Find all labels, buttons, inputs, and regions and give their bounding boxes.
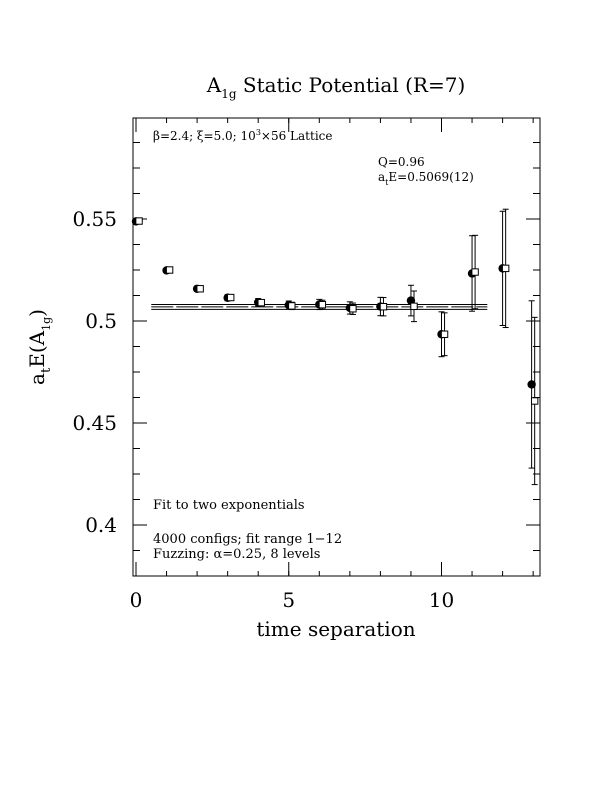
data-point-square [349, 305, 357, 313]
y-tick-labels: 0.4 0.45 0.5 0.55 [72, 207, 117, 537]
x-tick-label: 0 [130, 588, 143, 612]
x-tick-label: 5 [282, 588, 295, 612]
annotation-energy-rest: E=0.5069(12) [388, 170, 473, 184]
data-point-square [440, 330, 449, 338]
y-tick-label: 0.4 [85, 513, 117, 537]
y-tick-label: 0.45 [72, 411, 117, 435]
x-tick-labels: 0 5 10 [130, 588, 455, 612]
data-point-square [501, 264, 510, 273]
y-axis-label-mid-sub: 1g [40, 317, 53, 331]
data-point-square [165, 266, 174, 274]
x-axis-label: time separation [256, 617, 415, 641]
chart-title-sub: 1g [221, 87, 237, 101]
annotation-lattice-suffix: ×56 Lattice [261, 129, 333, 143]
annotation-energy: atE=0.5069(12) [378, 170, 474, 187]
y-tick-label: 0.55 [72, 207, 117, 231]
chart-title-rest: Static Potential (R=7) [237, 73, 466, 97]
data-point-square [196, 285, 204, 293]
data-point-square [471, 268, 479, 276]
y-axis-label-base-sub: t [39, 367, 54, 373]
data-point-circle [527, 380, 536, 389]
annotation-q: Q=0.96 [378, 155, 425, 169]
annotation-lattice-sup: 3 [256, 128, 261, 137]
annotation-energy-sub: t [385, 178, 389, 187]
data-point-square [227, 293, 235, 302]
chart-title-main: A [206, 73, 222, 97]
annotation-lattice: β=2.4; ξ=5.0; 103×56 Lattice [153, 128, 332, 143]
y-axis-label-base: a [25, 373, 49, 385]
annotation-energy-base: a [378, 170, 385, 184]
y-tick-label: 0.5 [85, 309, 117, 333]
y-axis-label-end: ) [25, 309, 49, 317]
x-tick-label: 10 [429, 588, 454, 612]
data-point-square [288, 302, 296, 310]
annotation-fit: Fit to two exponentials [153, 498, 305, 513]
data-point-square [530, 397, 539, 405]
annotation-lattice-prefix: β=2.4; ξ=5.0; 10 [153, 129, 256, 143]
data-point-square [318, 300, 327, 309]
chart-title: A1g Static Potential (R=7) [206, 73, 466, 101]
y-axis-label-mid: E(A [25, 330, 49, 367]
data-point-square [135, 217, 143, 225]
annotation-fuzzing: Fuzzing: α=0.25, 8 levels [153, 547, 320, 562]
major-ticks [133, 118, 540, 576]
annotation-configs: 4000 configs; fit range 1−12 [153, 532, 342, 547]
y-axis-label: atE(A1g) [25, 309, 54, 385]
data-point-square [257, 298, 265, 307]
series-open-squares [135, 208, 539, 486]
data-point-square [379, 303, 388, 311]
data-point-square [410, 302, 418, 311]
